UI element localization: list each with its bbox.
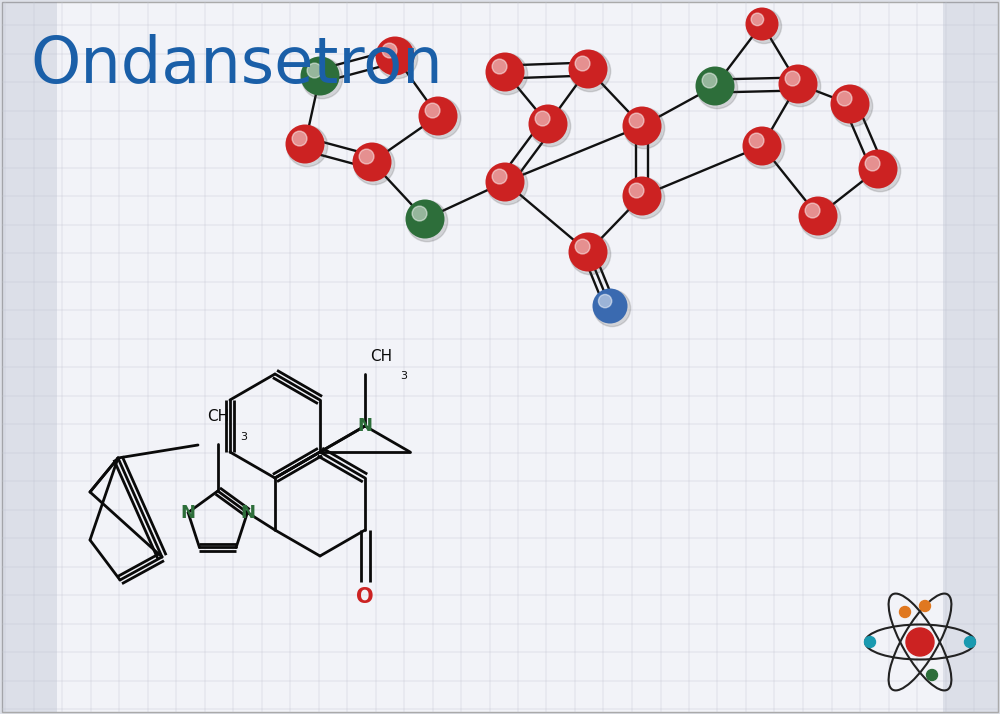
Circle shape bbox=[702, 73, 717, 88]
Circle shape bbox=[622, 106, 662, 146]
Circle shape bbox=[805, 203, 820, 218]
Circle shape bbox=[778, 64, 818, 104]
Circle shape bbox=[592, 288, 628, 323]
Circle shape bbox=[746, 8, 778, 41]
Circle shape bbox=[624, 108, 665, 149]
Circle shape bbox=[570, 51, 611, 91]
Circle shape bbox=[492, 59, 507, 74]
Circle shape bbox=[412, 206, 427, 221]
Circle shape bbox=[926, 670, 938, 680]
Text: N: N bbox=[240, 503, 255, 521]
Circle shape bbox=[906, 628, 934, 656]
Circle shape bbox=[425, 103, 440, 118]
Circle shape bbox=[292, 131, 307, 146]
Circle shape bbox=[629, 113, 644, 128]
Circle shape bbox=[420, 98, 461, 139]
Circle shape bbox=[697, 68, 738, 109]
Text: CH: CH bbox=[207, 409, 229, 424]
Circle shape bbox=[382, 43, 397, 58]
Circle shape bbox=[530, 106, 571, 146]
Circle shape bbox=[865, 156, 880, 171]
Circle shape bbox=[486, 163, 524, 201]
Circle shape bbox=[800, 198, 841, 238]
Circle shape bbox=[899, 606, 911, 618]
Circle shape bbox=[785, 71, 800, 86]
Circle shape bbox=[696, 66, 734, 106]
Text: 3: 3 bbox=[400, 371, 407, 381]
Text: N: N bbox=[181, 503, 196, 521]
Circle shape bbox=[352, 143, 392, 181]
Circle shape bbox=[307, 63, 322, 78]
Bar bbox=[2, 2, 57, 712]
Circle shape bbox=[594, 290, 631, 326]
Circle shape bbox=[860, 151, 901, 191]
Circle shape bbox=[568, 233, 608, 271]
Text: Ondansetron: Ondansetron bbox=[30, 34, 443, 96]
Circle shape bbox=[376, 36, 415, 76]
Text: CH: CH bbox=[370, 349, 392, 364]
Circle shape bbox=[858, 149, 897, 188]
Circle shape bbox=[837, 91, 852, 106]
Circle shape bbox=[864, 636, 876, 648]
Text: N: N bbox=[358, 417, 373, 435]
Circle shape bbox=[359, 149, 374, 164]
Circle shape bbox=[354, 144, 395, 185]
Circle shape bbox=[407, 201, 448, 241]
Circle shape bbox=[832, 86, 873, 126]
Circle shape bbox=[744, 128, 785, 169]
Circle shape bbox=[798, 196, 838, 236]
Circle shape bbox=[751, 13, 764, 26]
Circle shape bbox=[575, 239, 590, 254]
Bar bbox=[943, 2, 998, 712]
Circle shape bbox=[920, 600, 930, 611]
Circle shape bbox=[287, 126, 328, 166]
Text: O: O bbox=[356, 587, 374, 607]
Circle shape bbox=[598, 294, 612, 308]
Circle shape bbox=[528, 104, 568, 144]
Circle shape bbox=[742, 126, 782, 166]
Circle shape bbox=[568, 49, 608, 89]
Circle shape bbox=[747, 9, 782, 44]
Circle shape bbox=[749, 133, 764, 148]
Circle shape bbox=[575, 56, 590, 71]
Circle shape bbox=[302, 58, 343, 99]
Circle shape bbox=[535, 111, 550, 126]
Circle shape bbox=[622, 176, 662, 216]
Circle shape bbox=[570, 233, 611, 275]
Circle shape bbox=[487, 54, 528, 95]
Circle shape bbox=[418, 96, 458, 136]
Circle shape bbox=[492, 169, 507, 184]
Circle shape bbox=[487, 164, 528, 205]
Circle shape bbox=[629, 183, 644, 198]
Circle shape bbox=[624, 178, 665, 218]
Circle shape bbox=[300, 56, 340, 96]
Circle shape bbox=[830, 84, 870, 124]
Circle shape bbox=[377, 38, 418, 79]
Circle shape bbox=[964, 636, 976, 648]
Circle shape bbox=[780, 66, 821, 106]
Circle shape bbox=[406, 199, 445, 238]
Circle shape bbox=[486, 53, 524, 91]
Text: 3: 3 bbox=[240, 432, 247, 442]
Circle shape bbox=[286, 124, 325, 164]
